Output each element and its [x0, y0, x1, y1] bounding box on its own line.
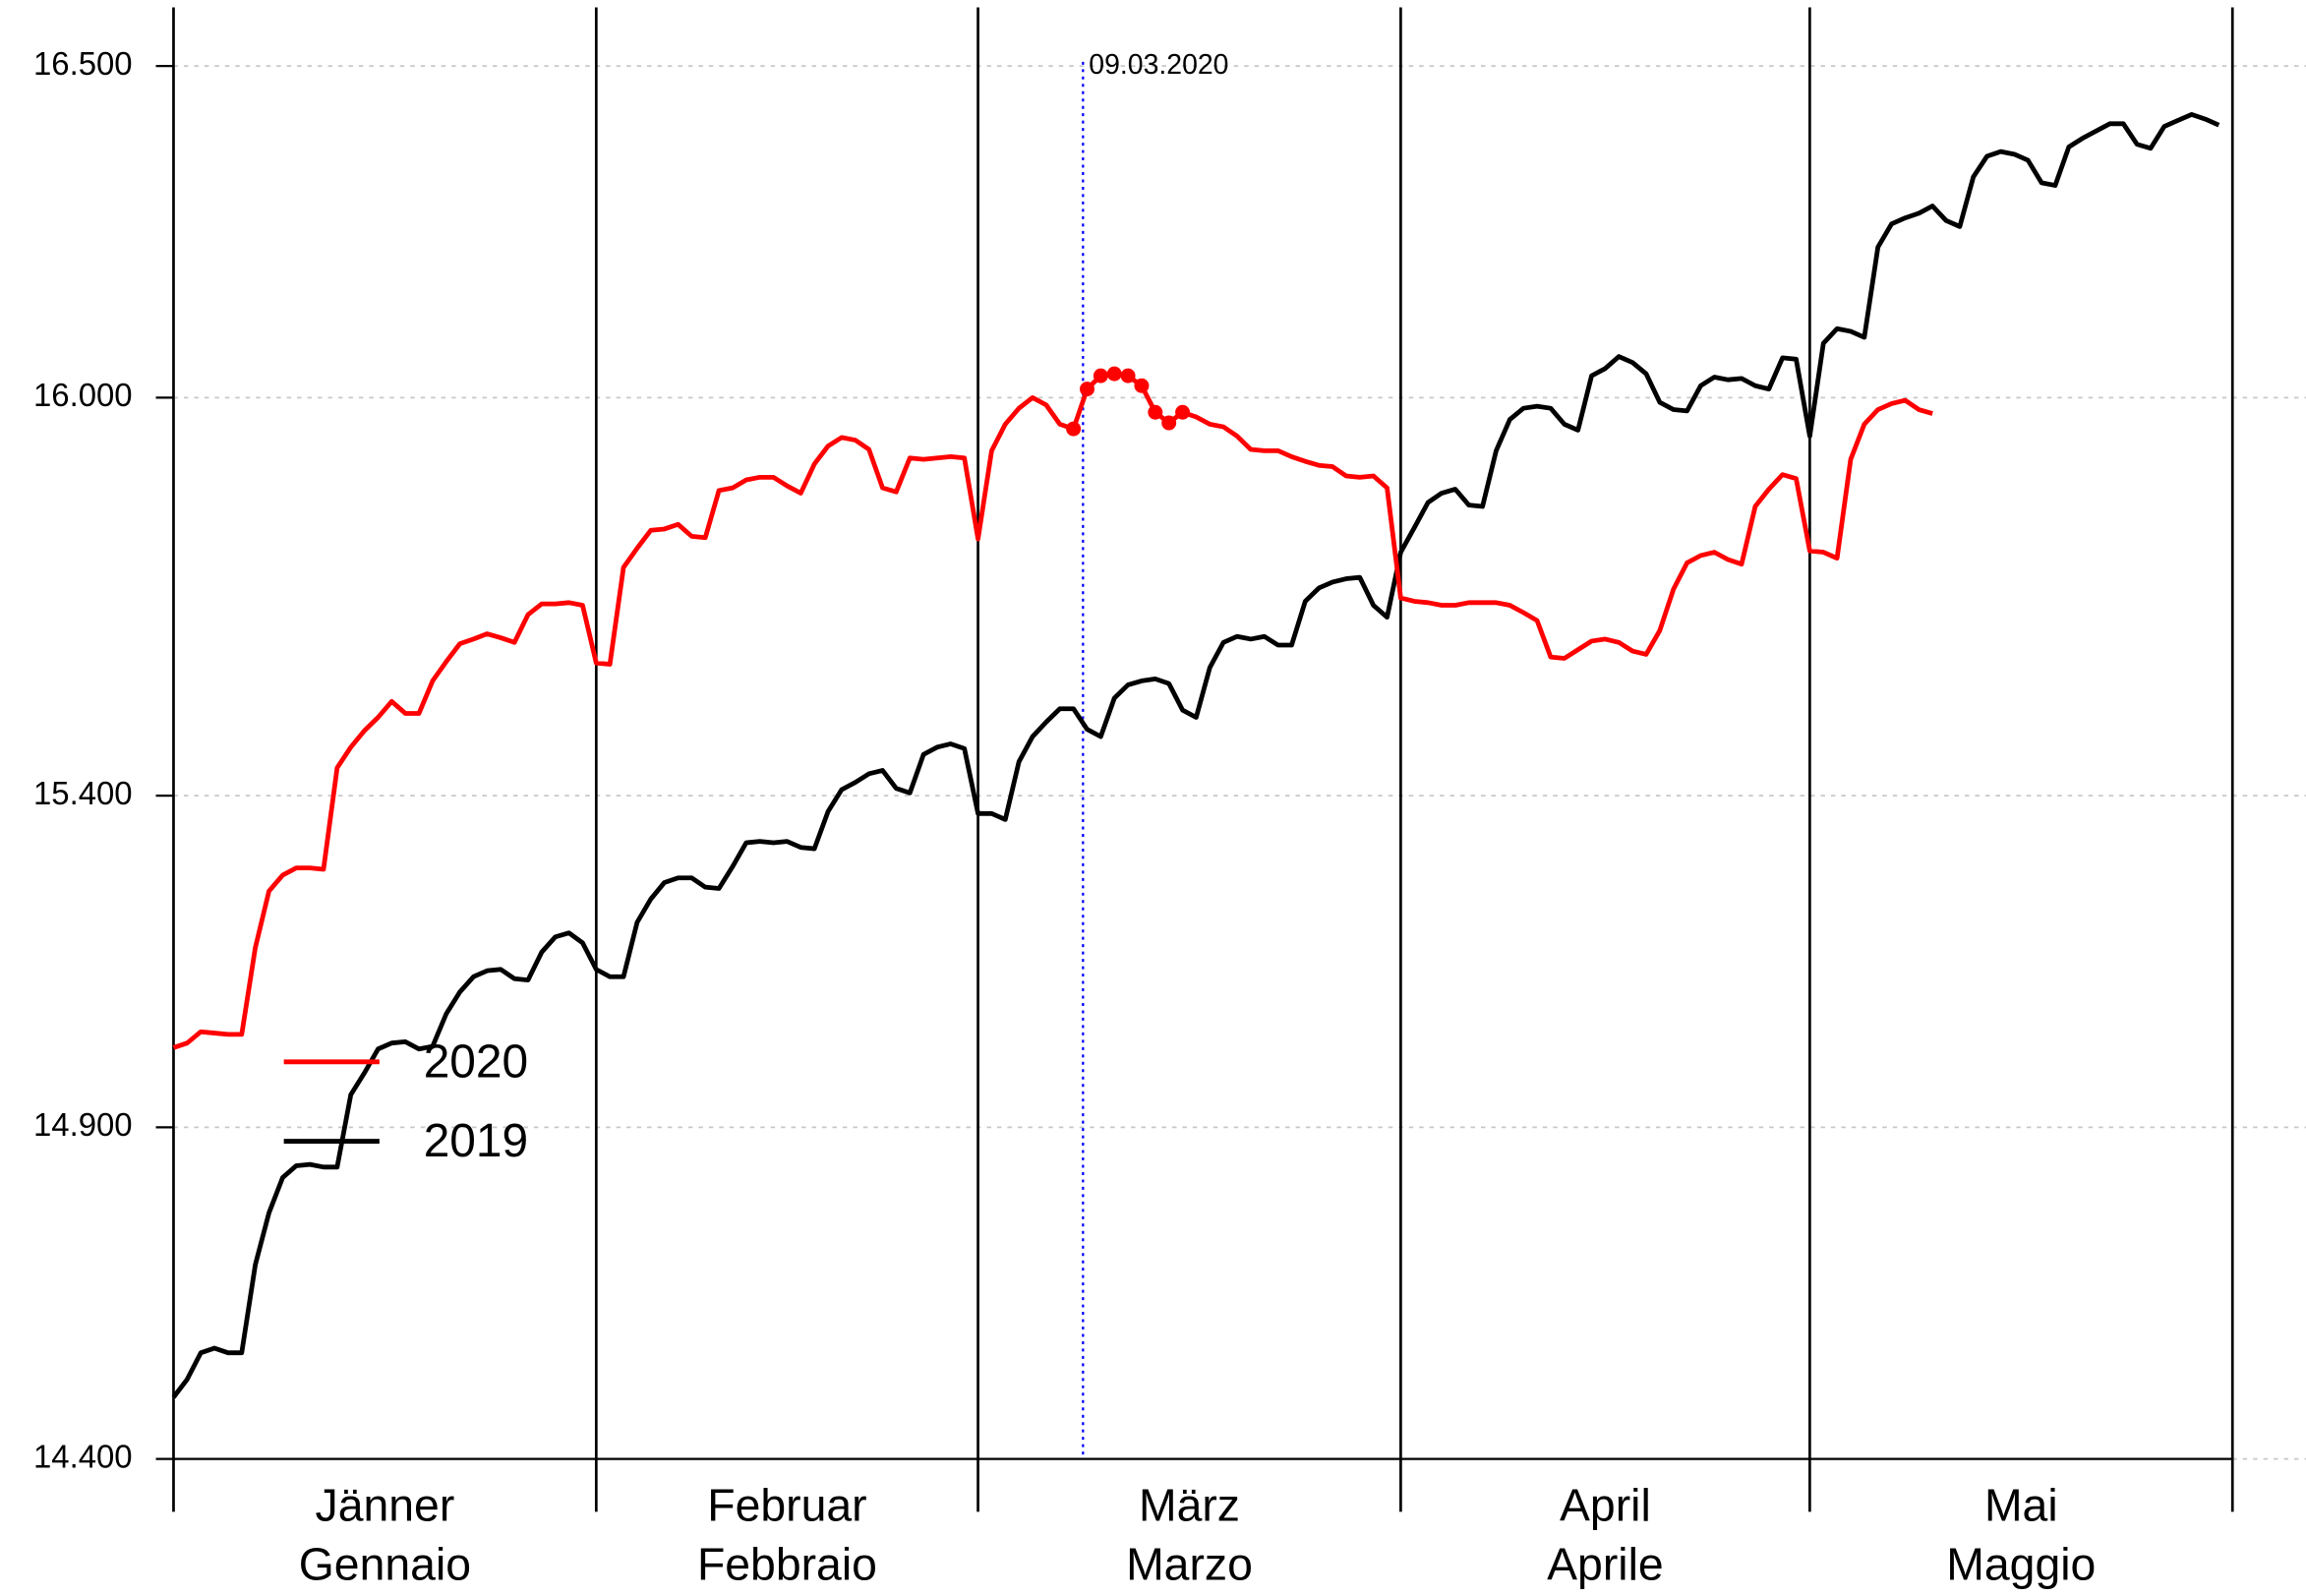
- month-label: April: [1560, 1480, 1651, 1531]
- point-marker: [1148, 404, 1163, 420]
- month-label: Jänner: [316, 1480, 455, 1531]
- y-tick-label: 16.500: [33, 45, 133, 82]
- month-label: Aprile: [1547, 1539, 1664, 1590]
- month-label: Gennaio: [299, 1539, 471, 1590]
- month-label: Mai: [1984, 1480, 2058, 1531]
- month-label: Febbraio: [697, 1539, 877, 1590]
- month-label: Maggio: [1946, 1539, 2096, 1590]
- line-series: [172, 371, 1933, 1050]
- point-marker: [1080, 382, 1094, 397]
- y-tick-label: 14.400: [33, 1438, 133, 1474]
- point-marker: [1066, 421, 1082, 437]
- point-marker: [1175, 404, 1191, 420]
- legend-label: 2019: [424, 1115, 528, 1167]
- point-marker: [1120, 368, 1136, 384]
- line-series: [171, 111, 2220, 1399]
- point-marker: [1161, 415, 1177, 431]
- month-label: Marzo: [1126, 1539, 1253, 1590]
- month-label: Februar: [707, 1480, 866, 1531]
- y-tick-label: 15.400: [33, 775, 133, 811]
- point-marker: [1093, 368, 1108, 384]
- legend-label: 2020: [424, 1035, 528, 1088]
- y-tick-label: 14.900: [33, 1106, 133, 1143]
- y-tick-label: 16.000: [33, 377, 133, 413]
- point-marker: [1134, 378, 1150, 393]
- annotation-label: 09.03.2020: [1089, 49, 1228, 81]
- point-marker: [1106, 366, 1122, 382]
- month-label: März: [1139, 1480, 1240, 1531]
